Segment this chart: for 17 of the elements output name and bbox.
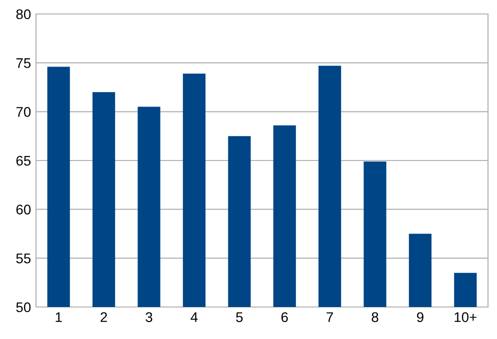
y-tick-label: 60 — [16, 204, 31, 215]
y-tick-label: 75 — [16, 58, 31, 68]
y-tick-label: 65 — [16, 156, 31, 166]
x-tick-label: 1 — [56, 312, 62, 322]
x-tick-label: 8 — [372, 312, 378, 322]
y-tick-label: 55 — [16, 254, 31, 264]
x-tick-label: 10+ — [454, 312, 476, 322]
x-tick-label: 9 — [416, 312, 424, 322]
x-tick-label: 4 — [190, 312, 198, 322]
x-tick-label: 6 — [281, 312, 288, 322]
y-tick-label: 50 — [16, 302, 31, 312]
y-tick-label: 70 — [16, 107, 31, 117]
x-tick-label: 3 — [146, 312, 152, 322]
x-tick-label: 7 — [326, 312, 333, 322]
y-tick-label: 80 — [16, 9, 31, 20]
x-tick-label: 5 — [236, 312, 243, 322]
x-tick-label: 2 — [100, 312, 107, 322]
